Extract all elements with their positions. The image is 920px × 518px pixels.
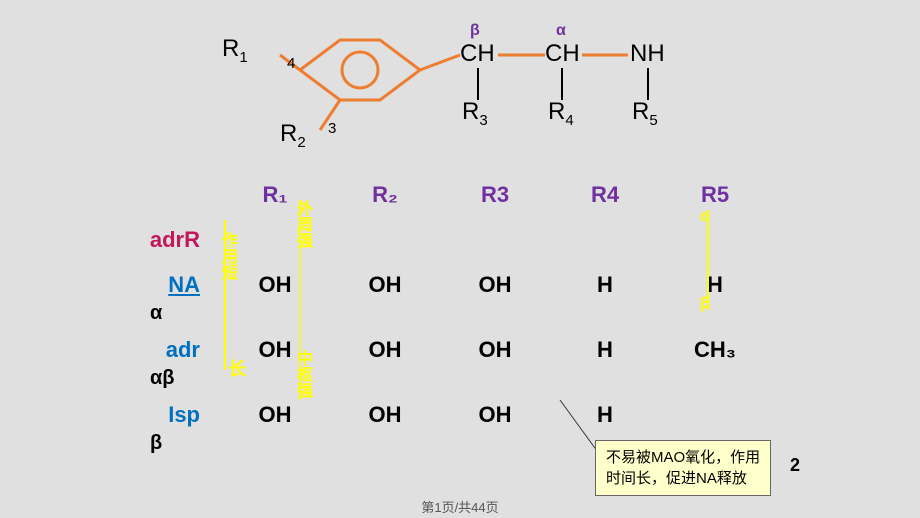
structure-svg (0, 0, 920, 165)
rowname-na: NA (0, 272, 220, 298)
r4-label: R4 (548, 98, 574, 129)
col-r2: R₂ (330, 182, 440, 208)
nh: NH (630, 40, 665, 68)
ch2: CH (545, 40, 580, 68)
annot-long: 长 (228, 355, 246, 381)
r5-label: R5 (632, 98, 658, 129)
col-r3: R3 (440, 182, 550, 208)
misc-two: 2 (790, 455, 800, 476)
annot-right-b: β (700, 295, 710, 313)
substituent-table: R₁ R₂ R3 R4 R5 adrR NA OH OH OH H H α ad… (0, 170, 920, 455)
annot-left3: 中枢强 (290, 350, 314, 398)
ch1: CH (460, 40, 495, 68)
col-r5: R5 (660, 182, 770, 208)
r3-label: R3 (462, 98, 488, 129)
sub-isp: β (0, 432, 920, 455)
pos3: 3 (328, 120, 336, 137)
r2-label: R2 (280, 120, 306, 151)
annot-left1: 作用短 (215, 232, 239, 280)
structure-diagram: R1 4 R2 3 β α CH CH NH R3 R4 R5 (0, 0, 920, 165)
sub-na: α (0, 302, 920, 325)
rowname-isp: Isp (0, 402, 220, 428)
annot-right-a: α (700, 208, 710, 226)
page-footer: 第1页/共44页 (0, 497, 920, 516)
beta-label: β (470, 22, 480, 40)
col-r4: R4 (550, 182, 660, 208)
row-adrr: adrR (0, 220, 920, 260)
annot-left2: 外周强 (290, 200, 314, 248)
alpha-label: α (556, 22, 566, 40)
callout-line1: 不易被MAO氧化，作用 (606, 447, 760, 468)
r1-label: R1 (222, 35, 248, 66)
callout-box: 不易被MAO氧化，作用 时间长，促进NA释放 (595, 440, 771, 496)
pos4: 4 (287, 55, 295, 72)
callout-line2: 时间长，促进NA释放 (606, 468, 760, 489)
sub-adr: αβ (0, 367, 920, 390)
rowname-adrr: adrR (0, 227, 220, 253)
table-header: R₁ R₂ R3 R4 R5 (0, 170, 920, 220)
rowname-adr: adr (0, 337, 220, 363)
